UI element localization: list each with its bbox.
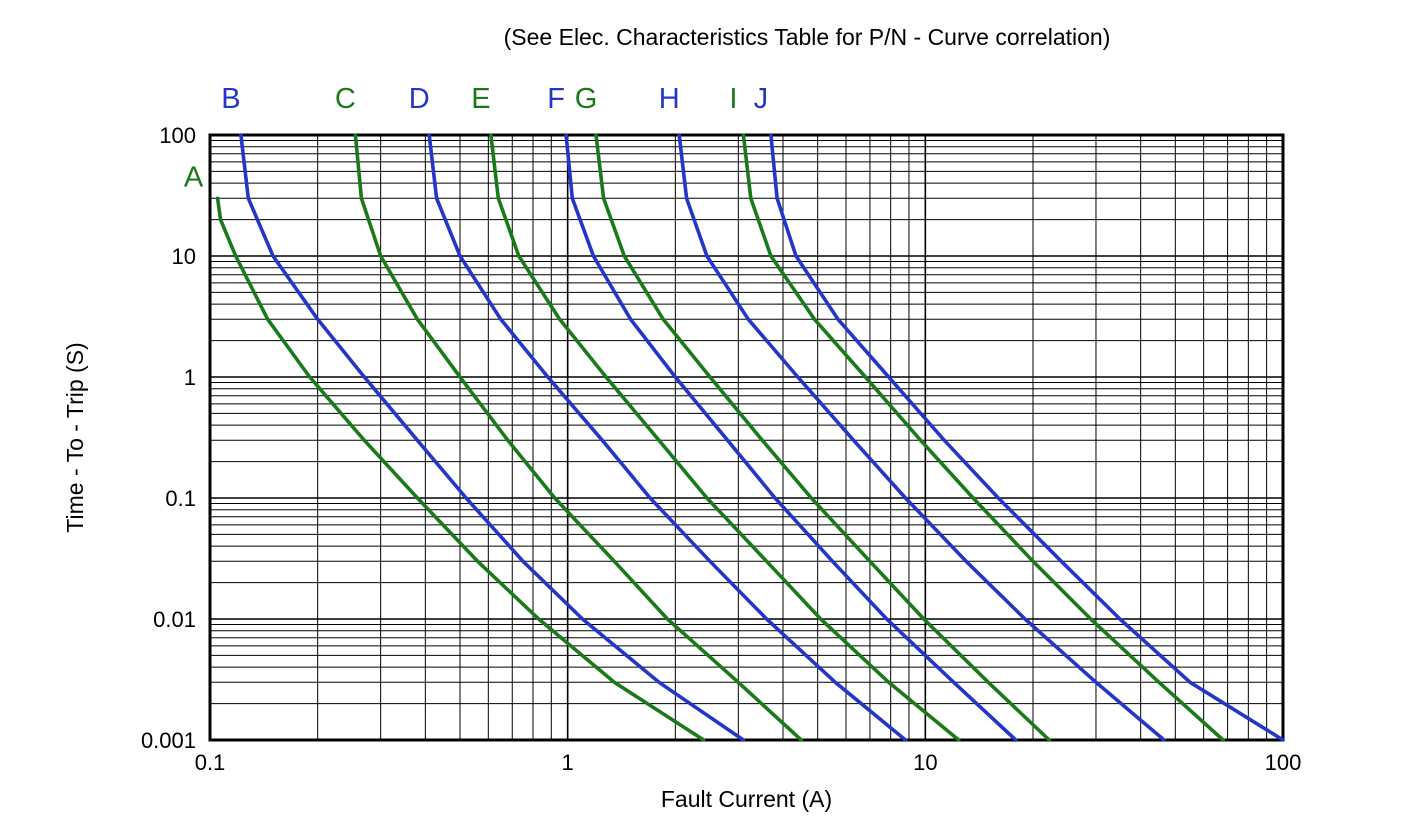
chart-title: (See Elec. Characteristics Table for P/N… <box>503 24 1111 50</box>
curve-label-B: B <box>221 83 240 115</box>
curve-label-J: J <box>754 83 769 115</box>
y-axis-tick-label: 100 <box>159 123 196 148</box>
curve-F <box>564 133 1018 742</box>
curve-D <box>427 133 908 742</box>
curve-label-A: A <box>184 161 204 193</box>
curve-A <box>215 196 706 742</box>
curve-I <box>741 133 1225 742</box>
curve-label-G: G <box>575 83 598 115</box>
x-axis-tick-label: 0.1 <box>195 750 226 775</box>
y-axis-tick-label: 1 <box>184 365 196 390</box>
y-axis-tick-label: 10 <box>172 244 196 269</box>
curve-label-C: C <box>335 83 356 115</box>
curve-label-E: E <box>471 83 490 115</box>
curve-label-D: D <box>409 83 430 115</box>
curve-J <box>769 133 1285 742</box>
curve-label-I: I <box>729 83 737 115</box>
x-axis-tick-label: 1 <box>562 750 574 775</box>
y-axis-tick-label: 0.1 <box>165 486 196 511</box>
y-axis-tick-label: 0.01 <box>153 607 196 632</box>
curve-B <box>239 133 746 742</box>
curve-label-F: F <box>547 83 565 115</box>
x-axis-tick-label: 100 <box>1265 750 1302 775</box>
curve-label-H: H <box>659 83 680 115</box>
plot-border <box>208 133 1285 742</box>
curve-C <box>353 133 804 742</box>
curve-G <box>594 133 1051 742</box>
curve-E <box>489 133 961 742</box>
y-axis-title: Time - To - Trip (S) <box>62 342 88 533</box>
curve-H <box>677 133 1166 742</box>
x-axis-tick-label: 10 <box>913 750 937 775</box>
y-axis-tick-label: 0.001 <box>141 728 196 753</box>
x-axis-title: Fault Current (A) <box>660 786 833 812</box>
